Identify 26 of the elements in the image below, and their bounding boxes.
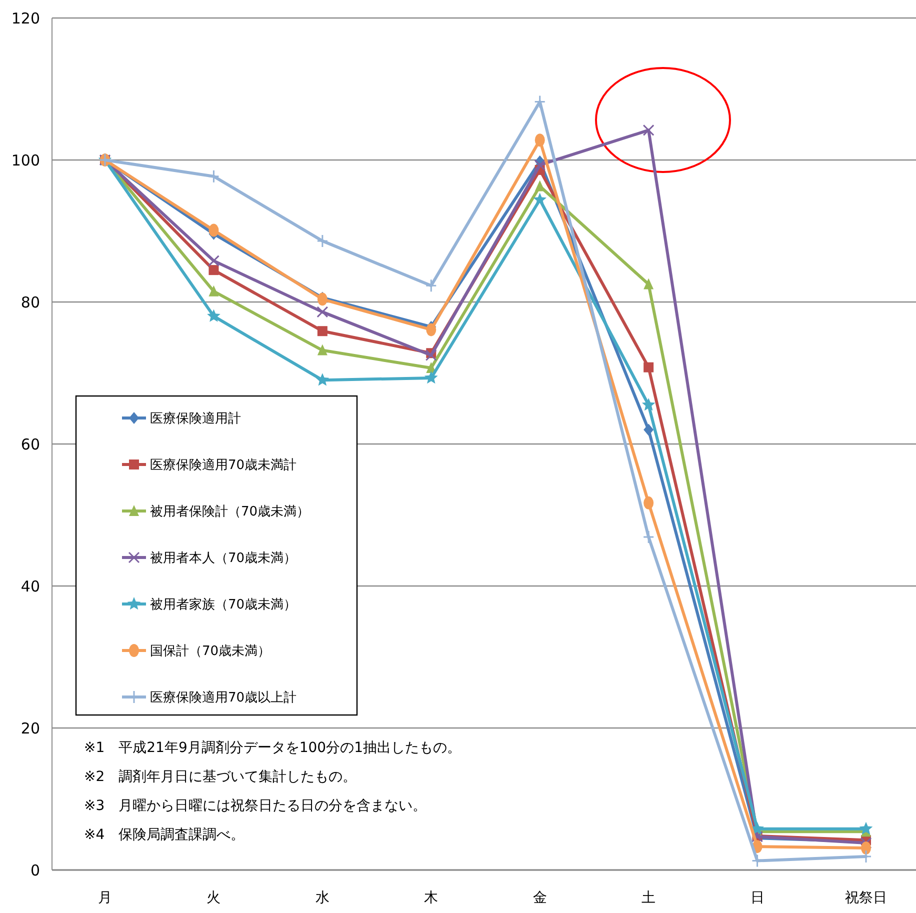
legend-label: 医療保険適用70歳以上計 — [150, 690, 297, 706]
y-tick-label: 120 — [11, 9, 40, 28]
x-tick-label: 日 — [750, 890, 764, 906]
x-tick-label: 火 — [206, 890, 221, 906]
annotation: ※2 調剤年月日に基づいて集計したもの。 — [84, 769, 357, 785]
y-tick-label: 40 — [20, 577, 40, 596]
y-tick-label: 0 — [30, 861, 40, 880]
x-tick-label: 土 — [642, 890, 656, 906]
y-tick-label: 100 — [11, 151, 40, 170]
annotation: ※1 平成21年9月調剤分データを100分の1抽出したもの。 — [84, 740, 461, 756]
legend-label: 被用者家族（70歳未満） — [150, 596, 297, 613]
x-tick-label: 水 — [315, 890, 330, 906]
legend-label: 医療保険適用計 — [150, 410, 241, 427]
legend-label: 国保計（70歳未満） — [150, 644, 271, 660]
legend-label: 被用者本人（70歳未満） — [150, 551, 297, 566]
legend-label: 医療保険適用70歳未満計 — [150, 457, 297, 474]
x-tick-label: 月 — [98, 890, 112, 906]
y-tick-label: 20 — [20, 719, 40, 738]
annotation: ※4 保険局調査課調べ。 — [84, 827, 245, 843]
x-tick-label: 金 — [532, 890, 547, 906]
y-tick-label: 60 — [20, 435, 40, 454]
y-tick-label: 80 — [20, 293, 40, 312]
x-tick-label: 木 — [424, 890, 438, 906]
x-tick-label: 祝祭日 — [845, 890, 887, 906]
annotation: ※3 月曜から日曜には祝祭日たる日の分を含まない。 — [84, 798, 427, 814]
legend-label: 被用者保険計（70歳未満） — [150, 504, 310, 520]
